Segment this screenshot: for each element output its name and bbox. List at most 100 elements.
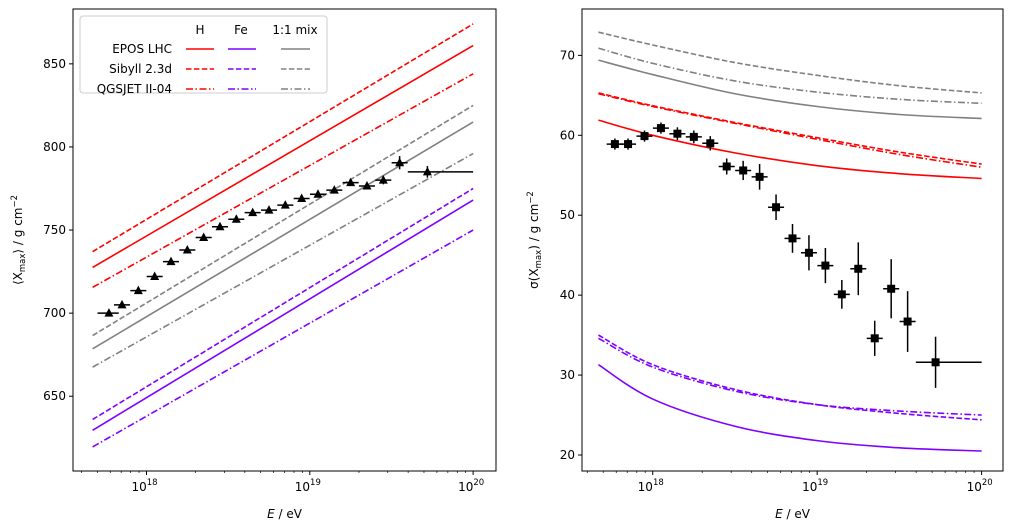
data-point — [391, 156, 408, 170]
legend-column-header: H — [195, 23, 204, 37]
legend-row-label: EPOS LHC — [112, 42, 172, 56]
data-point — [915, 336, 982, 388]
data-point — [309, 189, 326, 198]
data-point — [833, 279, 850, 309]
y-axis-label: σ(Xmax) / g cm−2 — [526, 191, 544, 289]
legend-row-label: QGSJET II-04 — [97, 82, 172, 96]
plot-area — [92, 23, 474, 448]
legend-row-label: Sibyll 2.3d — [109, 62, 172, 76]
data-point-marker — [887, 284, 896, 293]
series-qgsjet-ii-04-fe — [598, 337, 982, 416]
series-qgsjet-ii-04-mix — [598, 47, 982, 105]
data-point-marker — [378, 175, 388, 184]
data-point-marker — [231, 214, 241, 223]
y-tick-label: 30 — [560, 368, 575, 382]
x-tick-label: 1019 — [802, 478, 828, 494]
data-point-marker — [297, 193, 307, 202]
legend-column-header: 1:1 mix — [272, 23, 317, 37]
data-point-marker — [821, 261, 830, 270]
x-tick-exp: 19 — [817, 478, 828, 488]
y-axis-label-sub: max — [18, 254, 28, 273]
y-tick-label: 650 — [43, 389, 66, 403]
y-axis-label-sub: max — [534, 250, 544, 269]
data-point — [113, 299, 130, 309]
data-point-marker — [689, 132, 698, 141]
series-epos-lhc-h — [92, 44, 474, 269]
data-point-marker — [837, 290, 846, 299]
legend-column-header: Fe — [234, 23, 248, 37]
data-point — [260, 205, 277, 214]
legend-box — [79, 15, 328, 94]
x-tick-label: 1018 — [638, 478, 664, 494]
x-tick-label: 1019 — [295, 478, 321, 494]
x-tick-label: 1020 — [458, 478, 484, 494]
data-point — [817, 247, 834, 284]
series-sibyll-2-3d-fe — [92, 187, 474, 421]
x-axis-label: E / eV — [267, 507, 303, 521]
data-point-marker — [772, 203, 781, 212]
data-point — [97, 308, 119, 317]
y-axis-label-tail: ⟩ / g cm — [11, 208, 25, 254]
data-point — [179, 244, 196, 254]
data-point — [244, 207, 261, 217]
data-point — [130, 285, 147, 295]
data-point-marker — [104, 308, 114, 317]
series-epos-lhc-h — [598, 119, 982, 180]
data-point-marker — [182, 244, 192, 254]
y-axis-label-sup: −2 — [526, 191, 536, 204]
data-point-marker — [422, 166, 432, 176]
y-tick-label: 70 — [560, 48, 575, 62]
legend: H Fe 1:1 mix EPOS LHC Sibyll 2.3d QGSJET II-0… — [79, 15, 328, 96]
data-point — [800, 235, 817, 271]
data-point — [718, 158, 735, 175]
y-tick-label: 60 — [560, 128, 575, 142]
data-point-marker — [722, 162, 731, 171]
data-point — [195, 232, 212, 242]
x-tick-exp: 18 — [147, 478, 158, 488]
y-tick-label: 40 — [560, 288, 575, 302]
series-sibyll-2-3d-h — [92, 23, 474, 253]
data-point-marker — [673, 129, 682, 138]
data-point — [162, 256, 179, 266]
data-point-marker — [854, 264, 863, 273]
x-tick-exp: 18 — [653, 478, 664, 488]
data-point-marker — [870, 334, 879, 343]
plot-area — [598, 31, 982, 452]
data-point-marker — [166, 256, 176, 266]
y-tick-label: 850 — [43, 57, 66, 71]
data-point — [375, 175, 392, 185]
data-point-marker — [395, 157, 405, 167]
series-qgsjet-ii-04-h — [598, 92, 982, 169]
series-epos-lhc-fe — [92, 199, 474, 431]
y-tick-label: 20 — [560, 448, 575, 462]
data-point — [293, 193, 310, 202]
data-point-marker — [656, 124, 665, 133]
x-axis-label-var: E — [775, 507, 783, 521]
series-sibyll-2-3d-mix — [598, 31, 982, 94]
data-point-marker — [150, 271, 160, 281]
data-point — [652, 122, 669, 134]
x-tick-label: 1020 — [967, 478, 993, 494]
data-point-marker — [280, 200, 290, 209]
data-point — [751, 164, 768, 190]
data-point-marker — [610, 140, 619, 149]
y-tick-label: 700 — [43, 306, 66, 320]
x-tick-base: 10 — [131, 480, 146, 494]
series-sibyll-2-3d-fe — [598, 334, 982, 421]
x-tick-exp: 20 — [473, 478, 484, 488]
data-point-marker — [215, 221, 225, 231]
series-sibyll-2-3d-mix — [92, 104, 474, 337]
data-point — [784, 224, 801, 253]
series-epos-lhc-mix — [598, 59, 982, 120]
data-point — [866, 320, 883, 356]
data-point-marker — [706, 139, 715, 148]
data-point — [702, 136, 719, 151]
data-point-marker — [739, 166, 748, 175]
data-point-marker — [329, 185, 339, 194]
data-point — [326, 185, 343, 194]
x-tick-exp: 19 — [310, 478, 321, 488]
data-point — [277, 200, 294, 209]
x-tick-base: 10 — [802, 480, 817, 494]
y-tick-label: 50 — [560, 208, 575, 222]
data-point — [669, 127, 686, 141]
